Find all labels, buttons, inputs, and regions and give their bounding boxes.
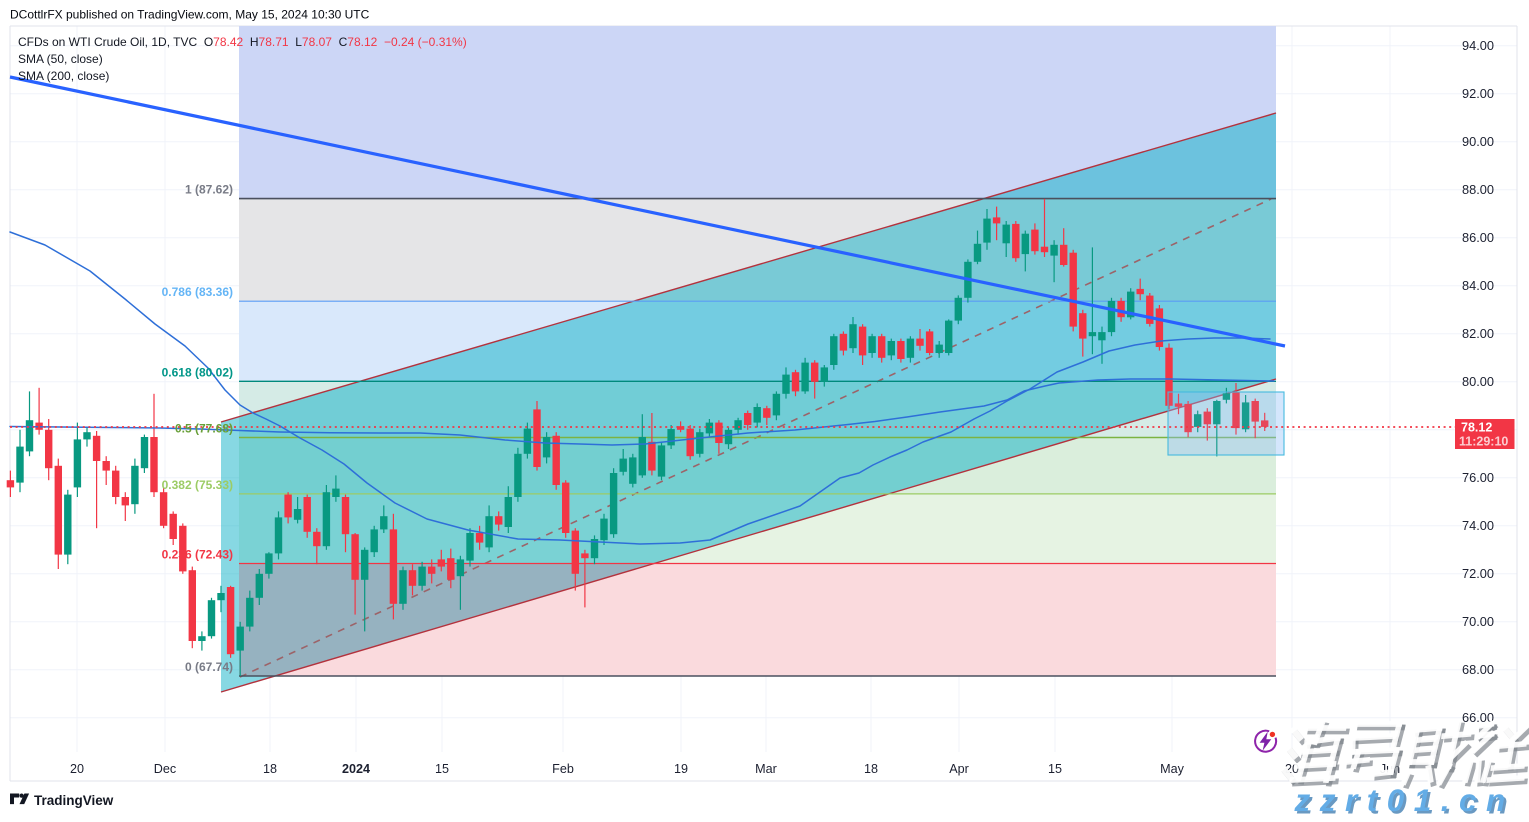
svg-text:2024: 2024	[342, 762, 370, 776]
svg-text:70.00: 70.00	[1462, 614, 1494, 629]
svg-text:1 (87.62): 1 (87.62)	[185, 183, 233, 197]
svg-text:78.12: 78.12	[1461, 421, 1492, 435]
svg-text:zzrt01.cn: zzrt01.cn	[1296, 785, 1517, 818]
svg-text:19: 19	[674, 762, 688, 776]
svg-text:68.00: 68.00	[1462, 662, 1494, 677]
svg-text:90.00: 90.00	[1462, 134, 1494, 149]
svg-text:66.00: 66.00	[1462, 710, 1494, 725]
svg-text:0.5 (77.68): 0.5 (77.68)	[175, 422, 233, 436]
svg-text:Apr: Apr	[949, 762, 969, 776]
svg-text:18: 18	[864, 762, 878, 776]
svg-text:86.00: 86.00	[1462, 230, 1494, 245]
svg-text:94.00: 94.00	[1462, 38, 1494, 53]
svg-text:88.00: 88.00	[1462, 182, 1494, 197]
svg-text:80.00: 80.00	[1462, 374, 1494, 389]
svg-text:84.00: 84.00	[1462, 278, 1494, 293]
svg-text:TradingView: TradingView	[34, 793, 114, 808]
svg-text:0.382 (75.33): 0.382 (75.33)	[162, 478, 233, 492]
svg-text:0.236 (72.43): 0.236 (72.43)	[162, 548, 233, 562]
svg-text:15: 15	[435, 762, 449, 776]
svg-text:DCottlrFX published on Trading: DCottlrFX published on TradingView.com, …	[10, 8, 370, 22]
svg-text:20: 20	[70, 762, 84, 776]
svg-text:Dec: Dec	[154, 762, 176, 776]
svg-text:Mar: Mar	[755, 762, 777, 776]
svg-text:72.00: 72.00	[1462, 566, 1494, 581]
svg-text:0.618 (80.02): 0.618 (80.02)	[162, 365, 233, 379]
svg-text:76.00: 76.00	[1462, 470, 1494, 485]
svg-text:11:29:10: 11:29:10	[1459, 435, 1508, 449]
svg-text:92.00: 92.00	[1462, 86, 1494, 101]
svg-text:18: 18	[263, 762, 277, 776]
svg-text:SMA (50, close): SMA (50, close)	[18, 52, 103, 66]
svg-text:SMA (200, close): SMA (200, close)	[18, 69, 109, 83]
svg-text:May: May	[1160, 762, 1184, 776]
svg-text:0.786 (83.36): 0.786 (83.36)	[162, 285, 233, 299]
svg-text:CFDs on WTI Crude Oil, 1D, TVC: CFDs on WTI Crude Oil, 1D, TVC O78.42 H7…	[18, 35, 467, 49]
svg-text:15: 15	[1048, 762, 1062, 776]
svg-text:74.00: 74.00	[1462, 518, 1494, 533]
svg-text:82.00: 82.00	[1462, 326, 1494, 341]
svg-text:zzrt01.cn: zzrt01.cn	[1294, 782, 1515, 817]
svg-text:Feb: Feb	[552, 762, 574, 776]
svg-text:0 (67.74): 0 (67.74)	[185, 660, 233, 674]
